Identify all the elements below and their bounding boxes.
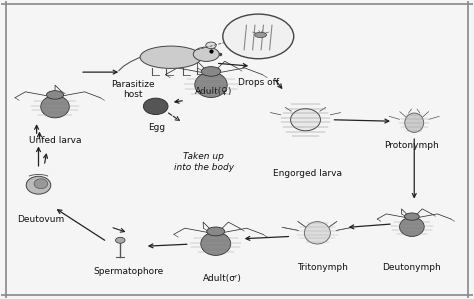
Ellipse shape (255, 32, 266, 38)
Ellipse shape (206, 42, 216, 49)
Text: Tritonymph: Tritonymph (297, 263, 347, 271)
Text: Drops off: Drops off (237, 78, 279, 87)
Ellipse shape (144, 98, 168, 115)
Ellipse shape (201, 232, 231, 255)
Ellipse shape (304, 222, 330, 244)
Ellipse shape (34, 179, 47, 189)
Ellipse shape (207, 227, 225, 236)
Text: Adult(σʳ): Adult(σʳ) (203, 274, 242, 283)
Ellipse shape (404, 213, 419, 220)
Text: Unfed larva: Unfed larva (29, 136, 82, 145)
Ellipse shape (140, 46, 201, 68)
Ellipse shape (46, 91, 64, 99)
Ellipse shape (405, 113, 424, 132)
Text: Protonymph: Protonymph (384, 141, 439, 150)
Ellipse shape (195, 72, 227, 97)
Ellipse shape (291, 109, 320, 131)
Text: Egg: Egg (148, 123, 165, 132)
Text: Deutovum: Deutovum (17, 215, 64, 224)
Text: Deutonymph: Deutonymph (383, 263, 441, 271)
Text: Spermatophore: Spermatophore (93, 267, 164, 276)
Text: Engorged larva: Engorged larva (273, 169, 342, 178)
Circle shape (116, 237, 125, 243)
Circle shape (223, 14, 294, 59)
Ellipse shape (400, 217, 424, 237)
Ellipse shape (193, 47, 219, 61)
Text: Adult(♀): Adult(♀) (195, 87, 232, 96)
Ellipse shape (41, 96, 69, 118)
Ellipse shape (26, 176, 51, 194)
Text: Taken up
into the body: Taken up into the body (174, 152, 234, 172)
Ellipse shape (201, 67, 221, 76)
Text: Parasitize
host: Parasitize host (111, 80, 155, 99)
